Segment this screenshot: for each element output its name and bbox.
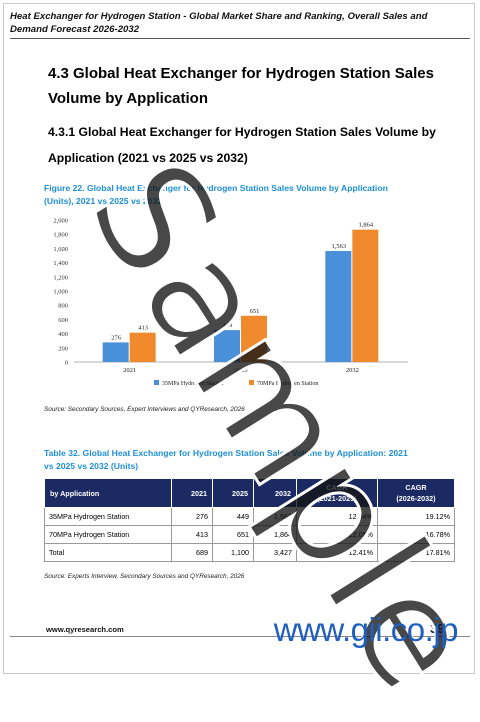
bar bbox=[352, 229, 379, 362]
bar-value-label: 1,563 bbox=[332, 243, 347, 250]
y-tick-label: 1,000 bbox=[53, 289, 68, 296]
subsection-heading-line2: Application (2021 vs 2025 vs 2032) bbox=[48, 151, 248, 165]
header-divider bbox=[10, 38, 470, 39]
cell-application: 35MPa Hydrogen Station bbox=[44, 507, 172, 526]
bar-value-label: 276 bbox=[111, 334, 122, 341]
bar-value-label: 651 bbox=[250, 308, 260, 315]
header-application: by Application bbox=[44, 478, 172, 508]
y-tick-label: 1,600 bbox=[53, 246, 68, 253]
x-tick-label: 2021 bbox=[123, 367, 136, 374]
legend-swatch bbox=[154, 380, 159, 385]
y-tick-label: 2,000 bbox=[53, 218, 68, 225]
bar-chart: 2,000 1,800 1,600 1,400 1,200 1,000 800 600 400 2… bbox=[53, 218, 408, 387]
cell-cagr-1: 12.94% bbox=[296, 507, 378, 526]
y-tick-label: 200 bbox=[58, 345, 68, 352]
bar bbox=[129, 332, 156, 362]
table-source: Source: Experts Interview, Secondary Sou… bbox=[44, 573, 245, 580]
y-tick-label: 400 bbox=[58, 331, 68, 338]
y-tick-label: 1,800 bbox=[53, 232, 68, 239]
y-tick-label: 0 bbox=[65, 360, 68, 367]
section-heading-line1: 4.3 Global Heat Exchanger for Hydrogen S… bbox=[48, 65, 434, 82]
footer-url[interactable]: www.qyresearch.com bbox=[46, 625, 124, 634]
cell-2025: 449 bbox=[212, 507, 254, 526]
table-header-row: by Application 2021 2025 2032 CAGR (2021-… bbox=[44, 478, 455, 508]
footer-divider bbox=[10, 636, 470, 637]
cell-cagr-2: 19.12% bbox=[377, 507, 455, 526]
legend-swatch bbox=[249, 380, 254, 385]
table-caption-line2: vs 2025 vs 2032 (Units) bbox=[44, 461, 139, 471]
header-2025: 2025 bbox=[212, 478, 254, 508]
table-caption-line1: Table 32. Global Heat Exchanger for Hydr… bbox=[44, 448, 408, 458]
header-cagr-2: CAGR (2026-2032) bbox=[377, 478, 455, 508]
header-cagr-1: CAGR (2021-2025) bbox=[296, 478, 378, 508]
y-tick-label: 800 bbox=[58, 303, 68, 310]
document-header: Heat Exchanger for Hydrogen Station - Gl… bbox=[10, 11, 428, 35]
gii-watermark-url: www.gii.co.jp bbox=[273, 611, 459, 648]
x-tick-label: 2032 bbox=[346, 367, 359, 374]
cell-application: Total bbox=[44, 543, 172, 562]
table-row: 35MPa Hydrogen Station 276 449 1,563 12.… bbox=[44, 507, 455, 526]
cell-2032: 1,563 bbox=[253, 507, 297, 526]
page-number: 39 bbox=[430, 621, 445, 636]
y-tick-label: 600 bbox=[58, 317, 68, 324]
cell-2025: 651 bbox=[212, 525, 254, 544]
figure-caption-line1: Figure 22. Global Heat Exchanger for Hyd… bbox=[44, 183, 388, 193]
bar-value-label: 449 bbox=[223, 322, 233, 329]
legend-label: 35MPa Hydrogen Station bbox=[162, 381, 223, 387]
cell-cagr-2: 16.78% bbox=[377, 525, 455, 544]
legend-label: 70MPa Hydrogen Station bbox=[257, 381, 318, 387]
cell-2025: 1,100 bbox=[212, 543, 254, 562]
bar bbox=[325, 251, 352, 362]
bar bbox=[214, 330, 240, 362]
y-tick-label: 1,200 bbox=[53, 274, 68, 281]
sales-table: by Application 2021 2025 2032 CAGR (2021-… bbox=[44, 478, 455, 562]
cell-application: 70MPa Hydrogen Station bbox=[44, 525, 172, 544]
cell-cagr-2: 17.81% bbox=[377, 543, 455, 562]
cell-2021: 689 bbox=[171, 543, 213, 562]
cell-cagr-1: 12.05% bbox=[296, 525, 378, 544]
cell-2032: 3,427 bbox=[253, 543, 297, 562]
y-tick-label: 1,400 bbox=[53, 260, 68, 267]
bar bbox=[241, 315, 267, 362]
cell-2021: 413 bbox=[171, 525, 213, 544]
header-2021: 2021 bbox=[171, 478, 213, 508]
bar-value-label: 1,864 bbox=[359, 222, 374, 229]
table-row-total: Total 689 1,100 3,427 12.41% 17.81% bbox=[44, 543, 455, 562]
cell-2032: 1,864 bbox=[253, 525, 297, 544]
page-frame bbox=[3, 3, 475, 674]
bar-value-label: 413 bbox=[138, 325, 148, 332]
subsection-heading-line1: 4.3.1 Global Heat Exchanger for Hydrogen… bbox=[48, 125, 436, 139]
table-row: 70MPa Hydrogen Station 413 651 1,864 12.… bbox=[44, 525, 455, 544]
x-tick-label: 2025 bbox=[235, 367, 248, 374]
bar bbox=[102, 342, 129, 362]
cell-cagr-1: 12.41% bbox=[296, 543, 378, 562]
header-2032: 2032 bbox=[253, 478, 297, 508]
figure-caption-line2: (Units), 2021 vs 2025 vs 2032 bbox=[44, 196, 163, 206]
cell-2021: 276 bbox=[171, 507, 213, 526]
figure-source: Source: Secondary Sources, Expert Interv… bbox=[44, 406, 245, 413]
section-heading-line2: Volume by Application bbox=[48, 90, 209, 107]
